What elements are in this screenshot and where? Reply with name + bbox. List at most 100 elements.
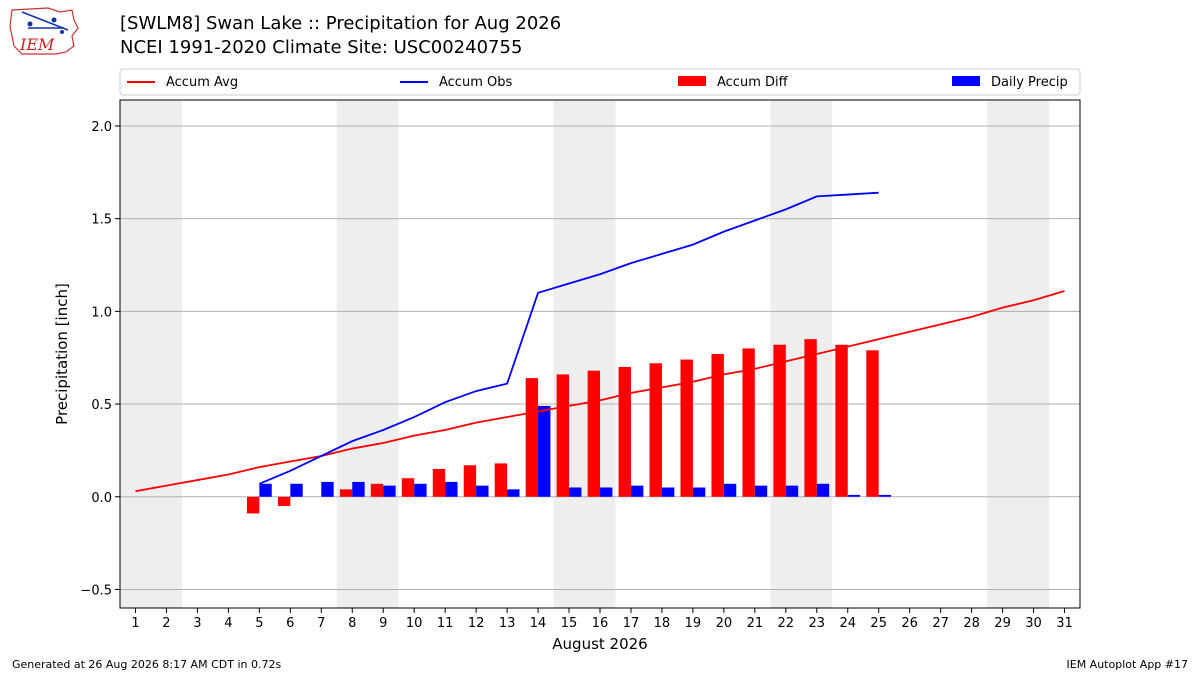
- weekend-shading: [120, 100, 1050, 608]
- x-tick-label: 5: [255, 616, 263, 631]
- x-tick-label: 9: [379, 616, 387, 631]
- chart-subtitle: NCEI 1991-2020 Climate Site: USC00240755: [120, 37, 523, 58]
- x-tick-label: 17: [623, 616, 640, 631]
- y-tick-label: 1.0: [91, 305, 112, 320]
- bar-daily-precip: [569, 487, 582, 497]
- bar-daily-precip: [259, 483, 272, 497]
- bar-accum-diff: [742, 348, 755, 497]
- bar-accum-diff: [370, 483, 384, 497]
- bar-daily-precip: [414, 483, 427, 497]
- x-tick-label: 6: [286, 616, 294, 631]
- legend-frame: [119, 68, 1081, 96]
- x-tick-label: 20: [716, 616, 733, 631]
- legend-label-accum-diff: Accum Diff: [717, 75, 789, 90]
- x-tick-label: 10: [406, 616, 423, 631]
- bar-accum-diff: [618, 366, 631, 497]
- iem-logo: IEM: [9, 7, 79, 55]
- y-tick-label: 0.5: [91, 398, 112, 413]
- bar-accum-diff: [804, 339, 817, 497]
- x-tick-label: 15: [561, 616, 578, 631]
- y-axis: −0.5 0.0 0.5 1.0 1.5 2.0: [80, 120, 120, 598]
- bar-accum-diff: [711, 354, 724, 497]
- bar-accum-diff: [587, 370, 600, 497]
- bar-daily-precip: [352, 481, 365, 497]
- x-tick-label: 18: [654, 616, 671, 631]
- bar-daily-precip: [847, 494, 861, 497]
- bar-accum-diff: [866, 350, 879, 497]
- weekend-shade: [120, 100, 182, 608]
- line-accum-obs: [259, 191, 879, 485]
- x-tick-label: 4: [224, 616, 232, 631]
- bar-accum-diff: [556, 374, 570, 497]
- x-tick-label: 28: [963, 616, 980, 631]
- legend-swatch-accum-diff: [678, 76, 706, 86]
- logo-text: IEM: [19, 35, 55, 54]
- app-credit: IEM Autoplot App #17: [1066, 658, 1189, 671]
- legend-label-daily-precip: Daily Precip: [991, 75, 1068, 90]
- bar-daily-precip: [785, 485, 799, 497]
- weekend-shade: [553, 100, 616, 608]
- bar-accum-diff: [432, 468, 446, 497]
- legend-label-accum-obs: Accum Obs: [439, 75, 512, 90]
- x-tick-label: 12: [468, 616, 485, 631]
- x-tick-label: 13: [499, 616, 516, 631]
- bar-daily-precip: [661, 487, 675, 497]
- bar-accum-diff: [680, 359, 693, 497]
- bar-daily-precip: [538, 405, 551, 497]
- legend-label-accum-avg: Accum Avg: [166, 75, 238, 90]
- x-axis: 1 2 3 4 5 6 7 8 9 10 11 12 13 14 15 16 17 18 19 20 21 22 23 24 2…: [131, 608, 1073, 631]
- bar-daily-precip: [723, 483, 737, 497]
- x-tick-label: 29: [994, 616, 1011, 631]
- y-axis-label: Precipitation [inch]: [53, 283, 71, 425]
- y-tick-label: 0.0: [91, 491, 112, 506]
- bar-daily-precip: [816, 483, 830, 497]
- x-tick-label: 19: [685, 616, 702, 631]
- bar-accum-diff: [525, 378, 539, 497]
- y-tick-label: 2.0: [91, 120, 112, 135]
- bar-accum-diff: [277, 496, 291, 507]
- bar-daily-precip: [878, 494, 892, 497]
- bar-accum-diff: [835, 344, 848, 497]
- bar-accum-diff: [494, 463, 508, 497]
- x-axis-label: August 2026: [552, 635, 647, 653]
- x-tick-label: 30: [1025, 616, 1042, 631]
- bar-daily-precip: [692, 487, 706, 497]
- x-tick-label: 14: [530, 616, 547, 631]
- x-tick-label: 11: [437, 616, 454, 631]
- bar-daily-precip: [383, 485, 396, 497]
- x-tick-label: 2: [162, 616, 170, 631]
- bar-daily-precip: [445, 481, 458, 497]
- x-tick-label: 8: [348, 616, 356, 631]
- line-accum-avg: [135, 290, 1065, 493]
- x-tick-label: 16: [592, 616, 609, 631]
- legend-swatch-daily-precip: [952, 76, 980, 86]
- x-tick-label: 24: [839, 616, 856, 631]
- bar-accum-diff: [246, 496, 260, 514]
- bar-daily-precip: [630, 485, 644, 497]
- x-tick-label: 31: [1056, 616, 1073, 631]
- bar-accum-diff: [463, 465, 477, 497]
- x-tick-label: 7: [317, 616, 325, 631]
- weekend-shade: [987, 100, 1050, 608]
- bar-daily-precip: [321, 481, 334, 497]
- y-tick-label: −0.5: [80, 583, 112, 598]
- chart-title: [SWLM8] Swan Lake :: Precipitation for A…: [120, 13, 562, 34]
- y-tick-label: 1.5: [91, 213, 112, 228]
- x-tick-label: 25: [870, 616, 887, 631]
- bar-daily-precip: [600, 487, 613, 497]
- legend: Accum Avg Accum Obs Accum Diff Daily Precip: [119, 68, 1081, 96]
- bar-daily-precip: [290, 483, 303, 497]
- x-tick-label: 26: [901, 616, 918, 631]
- x-tick-label: 21: [747, 616, 764, 631]
- x-tick-label: 27: [932, 616, 949, 631]
- lines-layer: [135, 191, 1065, 493]
- x-tick-label: 23: [809, 616, 826, 631]
- bar-daily-precip: [476, 485, 489, 497]
- x-tick-label: 22: [778, 616, 795, 631]
- bars-layer: [246, 339, 892, 514]
- bar-accum-diff: [401, 478, 415, 497]
- weekend-shade: [336, 100, 399, 608]
- bar-accum-diff: [339, 489, 353, 497]
- generated-timestamp: Generated at 26 Aug 2026 8:17 AM CDT in …: [12, 658, 282, 671]
